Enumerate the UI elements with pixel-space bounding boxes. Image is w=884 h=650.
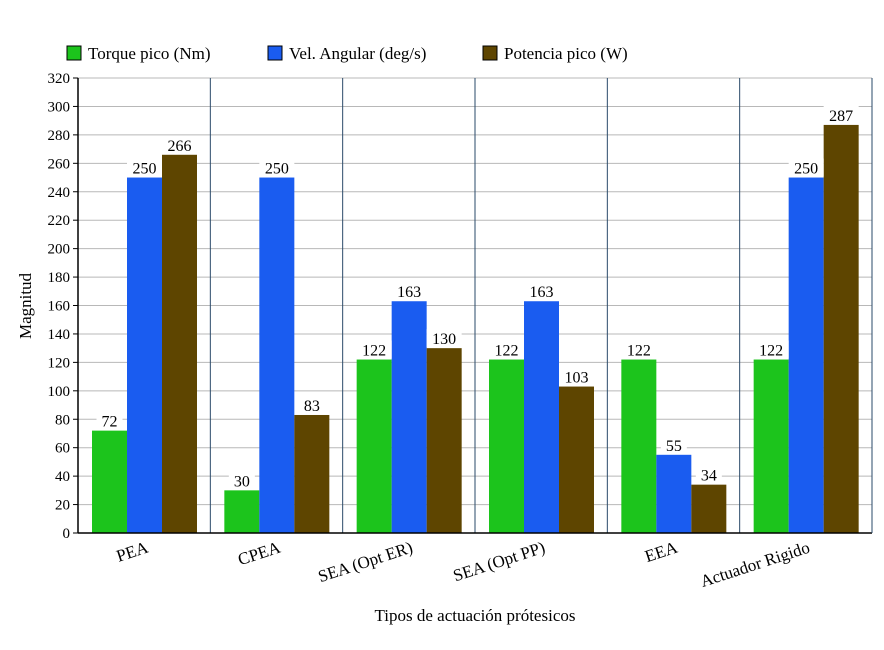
x-tick-labels: PEA CPEA SEA (Opt ER) SEA (Opt PP) EEA Actuad… <box>114 538 812 591</box>
y-tick-label: 140 <box>48 327 71 343</box>
value-label-bg <box>489 340 524 359</box>
y-tick-label: 300 <box>48 99 71 115</box>
value-label: 163 <box>530 284 554 301</box>
bar <box>391 301 427 533</box>
value-labels: 72 250 266 30 250 83 122 163 130 122 163 103 122 55 34… <box>96 105 859 490</box>
y-tick-label: 160 <box>48 299 71 315</box>
y-tick-label: 220 <box>48 213 71 229</box>
value-label-bg <box>259 158 295 177</box>
value-label: 83 <box>304 398 320 415</box>
y-tick-label: 100 <box>48 384 71 400</box>
value-label-bg <box>391 282 427 301</box>
bar <box>92 430 127 533</box>
bar <box>823 124 859 533</box>
y-tick-label: 180 <box>48 270 71 286</box>
x-tick-label: PEA <box>114 538 151 566</box>
bar <box>621 359 657 533</box>
x-tick-label: EEA <box>642 538 680 567</box>
y-tick-label: 200 <box>48 242 71 258</box>
bars <box>92 124 859 533</box>
value-label: 122 <box>362 343 386 360</box>
value-label: 130 <box>432 331 456 348</box>
value-label: 103 <box>565 370 589 387</box>
x-axis-title: Tipos de actuación prótesicos <box>375 606 576 625</box>
value-label: 250 <box>794 161 818 178</box>
value-label: 122 <box>495 343 519 360</box>
bar <box>559 386 594 533</box>
value-label-bg <box>621 340 657 359</box>
y-axis-title: Magnitud <box>16 272 35 339</box>
x-tick-label: Actuador Rigido <box>698 538 812 591</box>
legend-swatch <box>482 45 498 61</box>
bar <box>259 177 295 533</box>
legend-swatch <box>267 45 283 61</box>
value-label-bg <box>228 471 255 490</box>
bar <box>162 154 197 533</box>
y-tick-label: 20 <box>55 498 70 514</box>
bar <box>691 484 727 533</box>
value-label-bg <box>524 282 559 301</box>
axes <box>73 77 873 534</box>
value-label: 30 <box>234 473 250 490</box>
value-label-bg <box>823 105 859 124</box>
bar <box>356 359 392 533</box>
legend-label: Potencia pico (W) <box>504 44 628 63</box>
grid-lines <box>78 77 872 533</box>
value-label-bg <box>788 158 824 177</box>
value-label: 250 <box>133 161 157 178</box>
legend: Torque pico (Nm) Vel. Angular (deg/s) Pote… <box>66 44 628 63</box>
value-label-bg <box>127 158 162 177</box>
value-label: 55 <box>666 438 682 455</box>
legend-label: Vel. Angular (deg/s) <box>289 44 426 63</box>
y-tick-label: 120 <box>48 355 71 371</box>
y-tick-label: 260 <box>48 156 71 172</box>
value-label: 34 <box>701 468 717 485</box>
value-label-bg <box>356 340 392 359</box>
y-tick-label: 240 <box>48 185 71 201</box>
bar <box>656 454 692 533</box>
bar <box>753 359 789 533</box>
bar <box>426 348 462 533</box>
y-tick-label: 80 <box>55 412 70 428</box>
bar <box>294 414 330 533</box>
value-label-bg <box>426 329 462 348</box>
value-label-bg <box>96 411 123 430</box>
bar <box>489 359 524 533</box>
legend-label: Torque pico (Nm) <box>88 44 211 63</box>
value-label-bg <box>660 435 687 454</box>
legend-swatch <box>66 45 82 61</box>
y-tick-label: 320 <box>48 71 71 87</box>
bar <box>788 177 824 533</box>
bar <box>224 490 260 533</box>
y-tick-label: 60 <box>55 441 70 457</box>
x-tick-label: SEA (Opt PP) <box>451 538 548 586</box>
value-label: 122 <box>627 343 651 360</box>
value-label: 72 <box>102 414 118 431</box>
value-label: 266 <box>168 138 192 155</box>
value-label-bg <box>559 367 594 386</box>
value-label-bg <box>298 395 325 414</box>
value-label: 163 <box>397 284 421 301</box>
value-label: 122 <box>759 343 783 360</box>
y-tick-labels: 0 20 40 60 80 100 120 140 160 180 200 220 240 260 280 3… <box>48 71 71 542</box>
bar <box>524 301 559 533</box>
x-tick-label: SEA (Opt ER) <box>316 538 415 586</box>
value-label-bg <box>695 465 722 484</box>
y-tick-label: 0 <box>63 526 71 542</box>
value-label-bg <box>162 135 197 154</box>
bar <box>127 177 162 533</box>
value-label: 287 <box>829 108 853 125</box>
value-label: 250 <box>265 161 289 178</box>
x-tick-label: CPEA <box>236 538 284 570</box>
y-tick-label: 40 <box>55 469 70 485</box>
y-tick-label: 280 <box>48 128 71 144</box>
value-label-bg <box>753 340 789 359</box>
